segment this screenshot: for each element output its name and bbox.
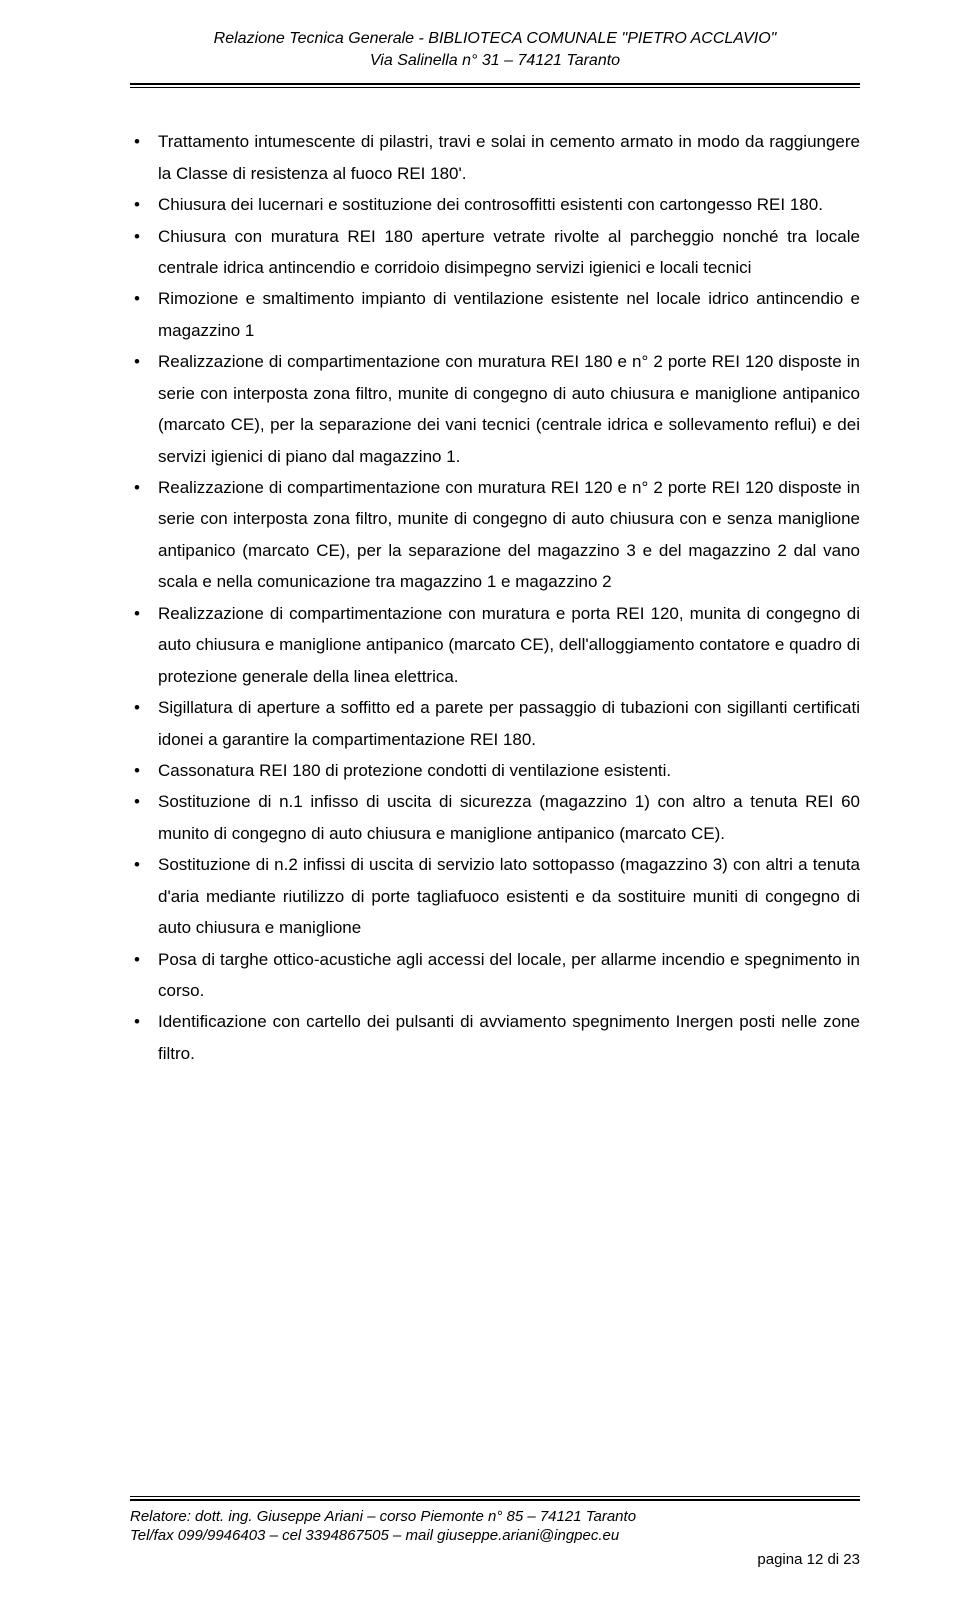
list-item: Cassonatura REI 180 di protezione condot…: [130, 755, 860, 786]
body-content: Trattamento intumescente di pilastri, tr…: [130, 126, 860, 1069]
list-item: Realizzazione di compartimentazione con …: [130, 598, 860, 692]
bullet-list: Trattamento intumescente di pilastri, tr…: [130, 126, 860, 1069]
list-item: Realizzazione di compartimentazione con …: [130, 346, 860, 472]
list-item: Sostituzione di n.1 infisso di uscita di…: [130, 786, 860, 849]
footer-line-1: Relatore: dott. ing. Giuseppe Ariani – c…: [130, 1507, 860, 1527]
page-header: Relazione Tecnica Generale - BIBLIOTECA …: [130, 28, 860, 79]
header-rule-thin: [130, 87, 860, 88]
list-item: Sigillatura di aperture a soffitto ed a …: [130, 692, 860, 755]
header-line-1: Relazione Tecnica Generale - BIBLIOTECA …: [130, 28, 860, 50]
list-item: Chiusura dei lucernari e sostituzione de…: [130, 189, 860, 220]
list-item: Rimozione e smaltimento impianto di vent…: [130, 283, 860, 346]
page-footer: Relatore: dott. ing. Giuseppe Ariani – c…: [130, 1496, 860, 1570]
page-number: pagina 12 di 23: [130, 1550, 860, 1570]
list-item: Chiusura con muratura REI 180 aperture v…: [130, 221, 860, 284]
footer-line-2: Tel/fax 099/9946403 – cel 3394867505 – m…: [130, 1526, 860, 1546]
document-page: Relazione Tecnica Generale - BIBLIOTECA …: [0, 0, 960, 1069]
list-item: Realizzazione di compartimentazione con …: [130, 472, 860, 598]
header-line-2: Via Salinella n° 31 – 74121 Taranto: [130, 50, 860, 72]
footer-rule-bold: [130, 1499, 860, 1501]
header-rule-bold: [130, 83, 860, 85]
footer-rule-thin: [130, 1496, 860, 1497]
list-item: Sostituzione di n.2 infissi di uscita di…: [130, 849, 860, 943]
list-item: Identificazione con cartello dei pulsant…: [130, 1006, 860, 1069]
list-item: Posa di targhe ottico-acustiche agli acc…: [130, 944, 860, 1007]
list-item: Trattamento intumescente di pilastri, tr…: [130, 126, 860, 189]
